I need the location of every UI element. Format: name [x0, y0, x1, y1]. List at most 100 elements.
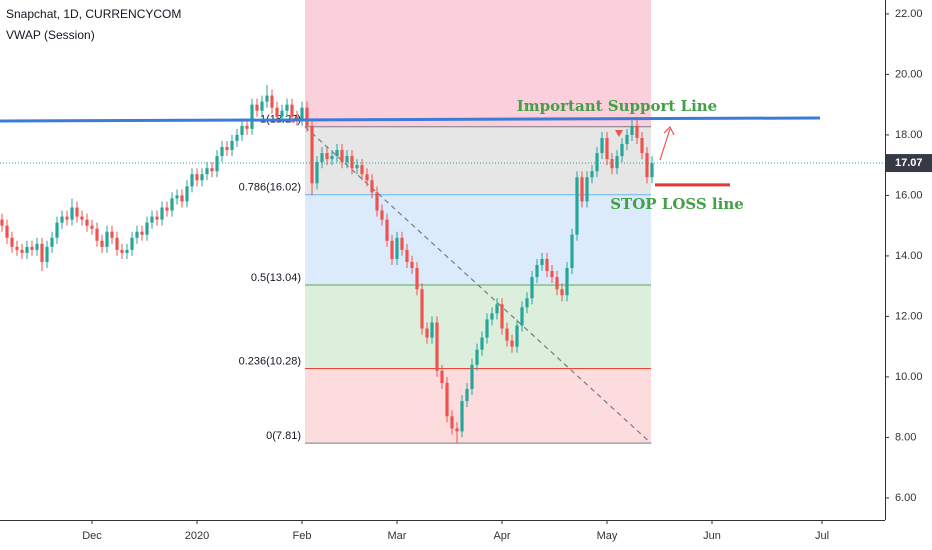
- candle-body: [395, 237, 399, 259]
- y-tick-label: 16.00: [895, 189, 923, 201]
- candle-body: [170, 198, 174, 211]
- fib-level-label: 0(7.81): [266, 430, 301, 442]
- fib-zone: [305, 368, 651, 444]
- candle-body: [390, 240, 394, 259]
- fib-level-label: 0.236(10.28): [239, 355, 301, 367]
- candle-body: [120, 249, 124, 253]
- x-tick-label: Jul: [815, 530, 829, 542]
- candle-body: [110, 231, 114, 238]
- candle-body: [400, 237, 404, 250]
- candle-body: [0, 219, 4, 226]
- candle-body: [605, 137, 609, 160]
- candle-body: [600, 137, 604, 154]
- candle-body: [45, 246, 49, 262]
- candle-body: [235, 134, 239, 141]
- candle-body: [320, 153, 324, 163]
- candle-body: [245, 125, 249, 129]
- candle-body: [545, 258, 549, 272]
- candle-body: [175, 195, 179, 199]
- candle-body: [180, 195, 184, 202]
- candle-body: [225, 147, 229, 151]
- candle-body: [285, 104, 289, 111]
- candle-body: [575, 177, 579, 235]
- candle-body: [250, 104, 254, 129]
- candle-body: [535, 264, 539, 278]
- y-tick-label: 22.00: [895, 8, 923, 20]
- fib-zone: [305, 194, 651, 285]
- fib-level-label: 0.5(13.04): [251, 272, 301, 284]
- candle-body: [415, 268, 419, 290]
- current-price-label: 17.07: [895, 157, 923, 169]
- candle-body: [65, 216, 69, 220]
- x-tick-label: Jun: [703, 530, 721, 542]
- candle-body: [555, 277, 559, 290]
- candle-body: [515, 325, 519, 347]
- candle-body: [75, 207, 79, 217]
- candle-body: [465, 389, 469, 402]
- candle-body: [190, 174, 194, 187]
- candle-body: [625, 134, 629, 144]
- candle-body: [460, 401, 464, 432]
- candle-body: [560, 289, 564, 296]
- candle-body: [620, 143, 624, 157]
- candle-body: [550, 271, 554, 278]
- candle-body: [630, 125, 634, 135]
- candle-body: [590, 171, 594, 178]
- candle-body: [90, 225, 94, 229]
- candle-body: [635, 125, 639, 138]
- fib-zone: [305, 126, 651, 195]
- candle-body: [540, 258, 544, 265]
- candle-body: [205, 168, 209, 175]
- candle-body: [650, 163, 654, 178]
- x-tick-label: Mar: [388, 530, 407, 542]
- candle-body: [410, 261, 414, 269]
- candle-body: [70, 207, 74, 220]
- candle-body: [310, 125, 314, 184]
- y-tick-label: 8.00: [895, 431, 916, 443]
- fib-zone: [305, 0, 651, 127]
- candle-body: [130, 237, 134, 250]
- candle-body: [430, 322, 434, 338]
- y-tick-label: 10.00: [895, 371, 923, 383]
- x-tick-label: Dec: [82, 530, 102, 542]
- x-tick-label: May: [597, 530, 618, 542]
- x-tick-label: Apr: [493, 530, 510, 542]
- candle-body: [200, 174, 204, 181]
- stop-loss-annotation: STOP LOSS line: [610, 195, 744, 213]
- fib-trend-line: [304, 126, 652, 444]
- candle-body: [525, 298, 529, 308]
- candle-body: [55, 222, 59, 238]
- candle-body: [160, 207, 164, 220]
- candle-body: [510, 340, 514, 347]
- marker-triangle: [615, 130, 623, 137]
- candle-body: [610, 159, 614, 169]
- candle-body: [185, 186, 189, 202]
- candle-body: [485, 319, 489, 338]
- candle-body: [290, 104, 294, 117]
- candle-body: [30, 246, 34, 250]
- candle-body: [40, 243, 44, 262]
- candle-body: [60, 216, 64, 223]
- candle-body: [325, 153, 329, 160]
- candle-body: [280, 110, 284, 117]
- candle-body: [445, 382, 449, 417]
- candle-body: [440, 370, 444, 383]
- candle-body: [450, 416, 454, 429]
- candle-body: [355, 165, 359, 169]
- support-annotation: Important Support Line: [517, 97, 717, 115]
- candle-body: [425, 328, 429, 338]
- candle-body: [500, 304, 504, 329]
- candle-body: [435, 322, 439, 371]
- candle-body: [10, 237, 14, 247]
- candle-body: [145, 222, 149, 235]
- x-tick-label: Feb: [293, 530, 312, 542]
- candle-body: [150, 216, 154, 223]
- x-tick-label: 2020: [185, 530, 209, 542]
- candle-body: [595, 153, 599, 172]
- candle-body: [455, 428, 459, 432]
- candle-body: [350, 156, 354, 169]
- candle-body: [300, 107, 304, 120]
- plot-area: 1(18.27)0.786(16.02)0.5(13.04)0.236(10.2…: [0, 0, 821, 444]
- candle-body: [105, 231, 109, 247]
- y-tick-label: 18.00: [895, 129, 923, 141]
